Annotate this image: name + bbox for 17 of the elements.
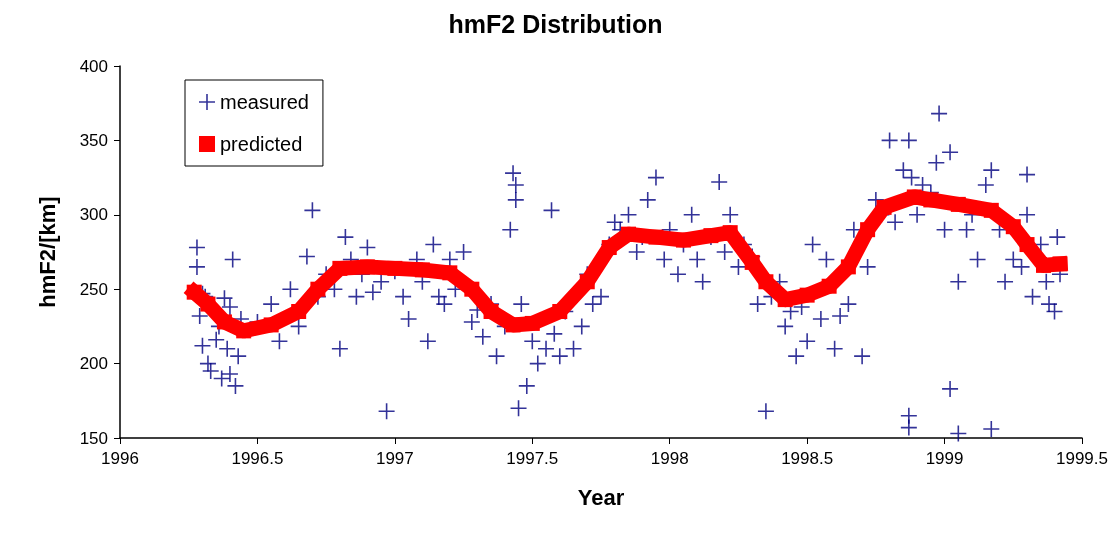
x-tick-label: 1996 [101,449,139,468]
x-tick-label: 1996.5 [231,449,284,468]
y-tick-label: 400 [79,56,108,76]
y-tick-label: 350 [79,130,108,150]
x-axis-title: Year [577,484,625,510]
x-tick-label: 1999 [925,449,964,468]
x-tick-label: 1997.5 [506,449,559,468]
y-axis-title: hmF2/[km] [34,196,60,308]
x-tick-label: 1999.5 [1056,449,1108,468]
x-tick-label: 1998.5 [781,449,834,468]
x-tick-label: 1998 [650,449,689,468]
chart-title: hmF2 Distribution [448,9,663,38]
y-tick-label: 300 [79,205,108,225]
y-tick-label: 250 [79,279,108,299]
y-tick-label: 150 [79,428,108,448]
x-tick-label: 1997 [375,449,414,468]
y-tick-label: 200 [79,354,108,374]
